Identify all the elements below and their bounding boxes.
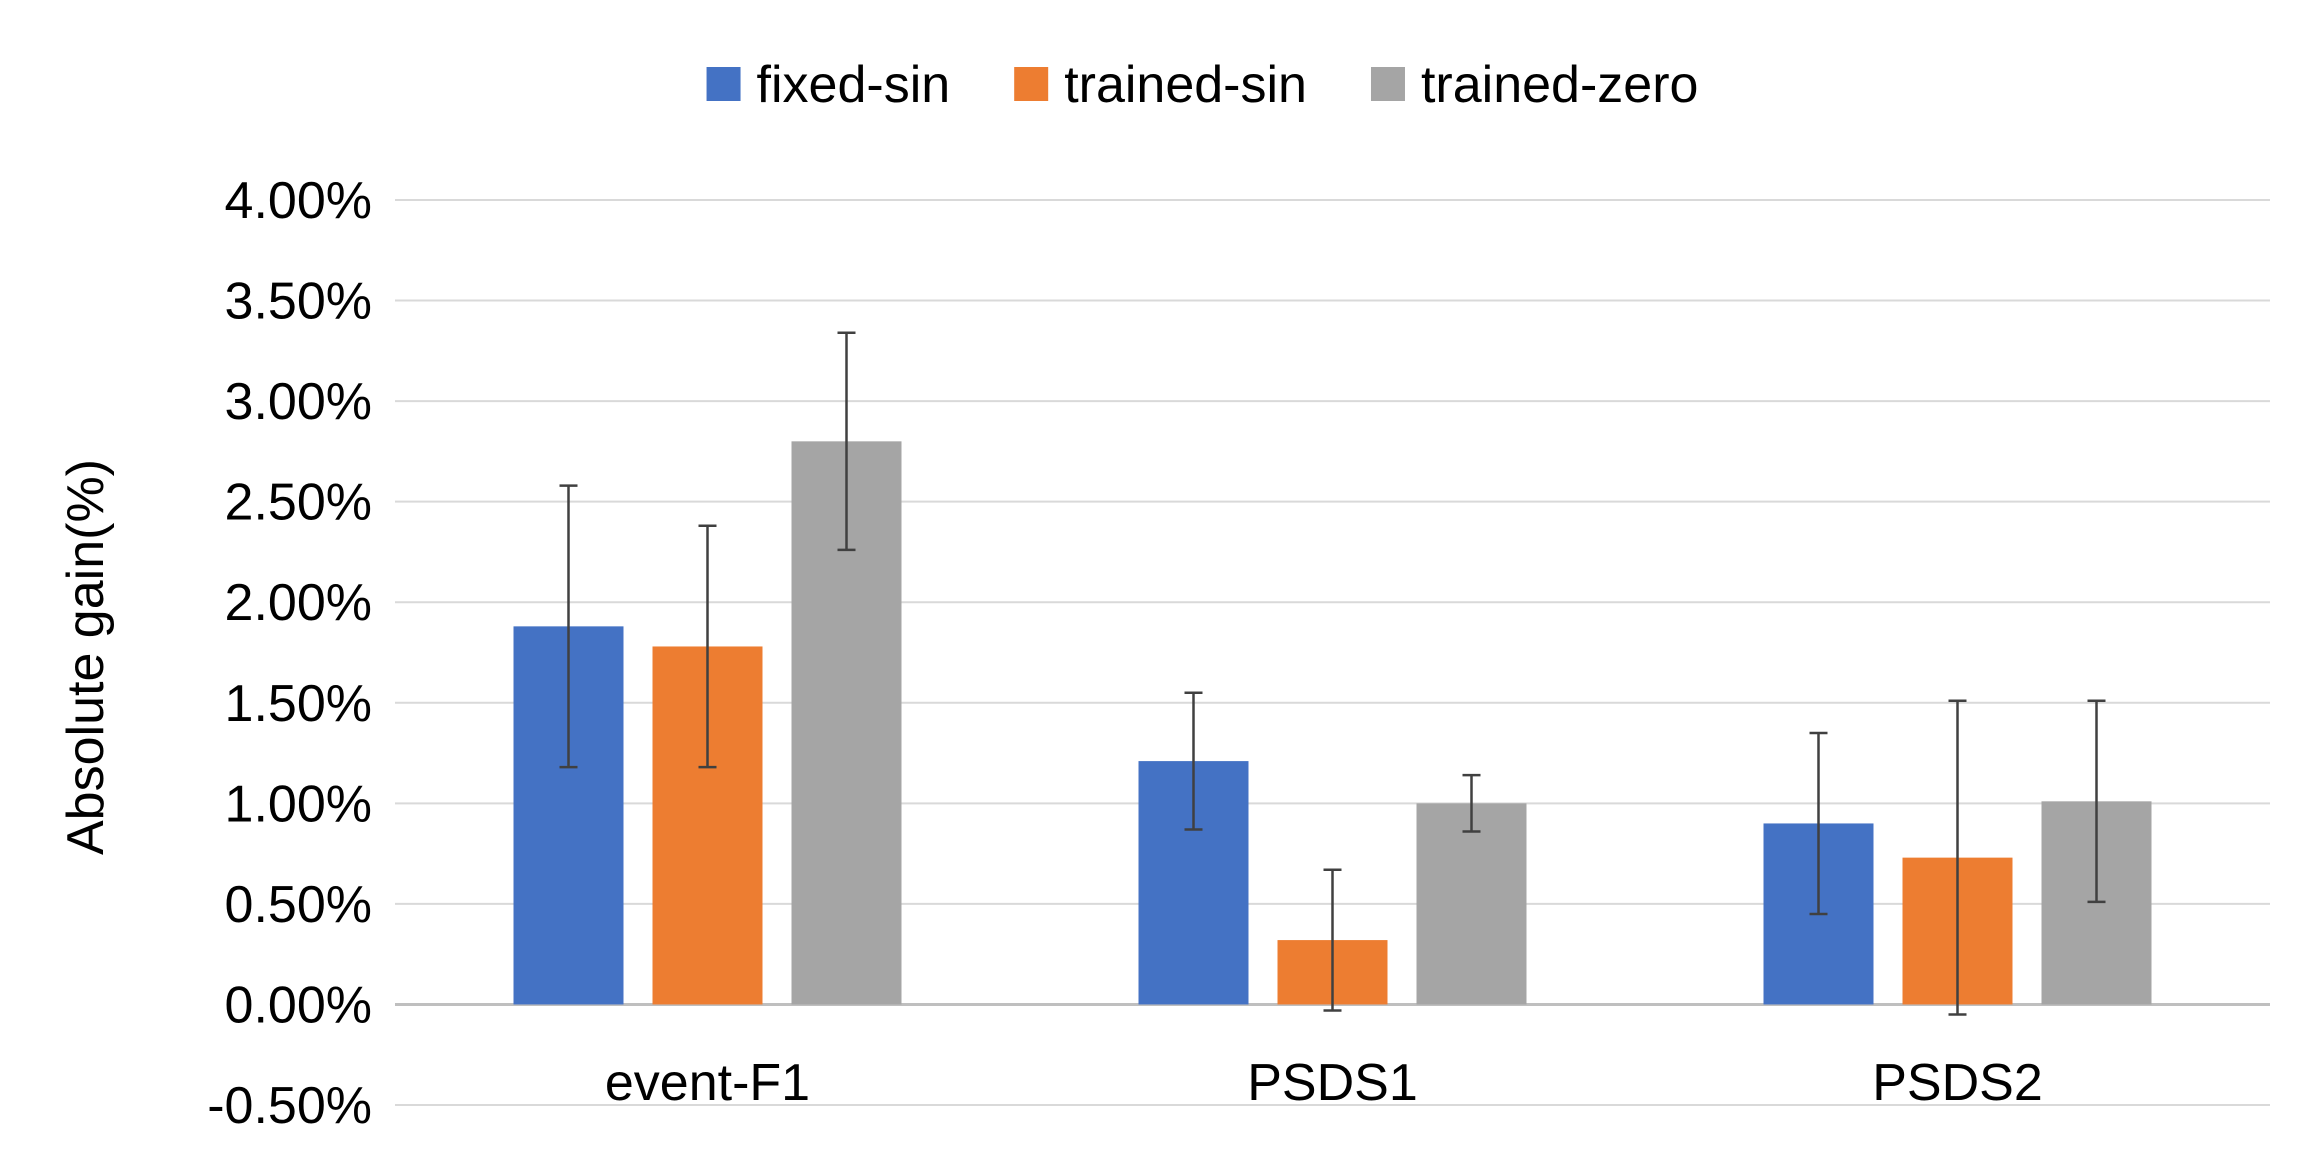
x-axis-category-labels: event-F1 PSDS1 PSDS2 <box>605 1054 2043 1112</box>
legend-label: trained-zero <box>1421 56 1698 114</box>
y-tick-label: 1.00% <box>225 775 372 833</box>
legend-label: fixed-sin <box>757 56 951 114</box>
legend-label: trained-sin <box>1064 56 1307 114</box>
y-axis-label: Absolute gain(%) <box>57 459 115 855</box>
legend: fixed-sin trained-sin trained-zero <box>706 56 1698 114</box>
legend-swatch <box>1014 67 1049 101</box>
y-tick-label: 3.00% <box>225 373 372 431</box>
y-tick-label: 1.50% <box>225 675 372 733</box>
x-category-label: PSDS1 <box>1247 1054 1418 1112</box>
bar-trained-zero-PSDS1 <box>1416 803 1527 1005</box>
legend-item-fixed-sin: fixed-sin <box>706 56 951 114</box>
y-tick-label: 3.50% <box>225 273 372 331</box>
error-bars <box>559 331 2106 1016</box>
x-category-label: event-F1 <box>605 1054 810 1112</box>
y-tick-label: 0.00% <box>225 976 372 1034</box>
y-tick-label: -0.50% <box>207 1077 372 1135</box>
y-tick-label: 4.00% <box>225 172 372 230</box>
legend-swatch <box>706 67 741 101</box>
y-axis-tick-labels: -0.50% 0.00% 0.50% 1.00% 1.50% 2.00% 2.50% 3.00… <box>207 172 372 1135</box>
legend-item-trained-zero: trained-zero <box>1370 56 1698 114</box>
legend-swatch <box>1370 67 1405 101</box>
y-tick-label: 0.50% <box>225 876 372 934</box>
legend-item-trained-sin: trained-sin <box>1014 56 1307 114</box>
x-category-label: PSDS2 <box>1872 1054 2043 1112</box>
y-tick-label: 2.50% <box>225 474 372 532</box>
y-tick-label: 2.00% <box>225 574 372 632</box>
